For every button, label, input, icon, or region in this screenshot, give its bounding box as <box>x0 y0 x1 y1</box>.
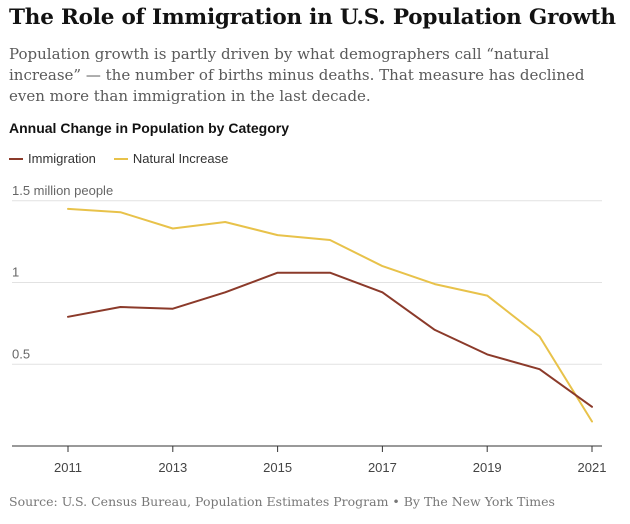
legend-swatch-immigration <box>9 157 23 160</box>
source-note: Source: U.S. Census Bureau, Population E… <box>9 494 555 509</box>
chart-title-heading: The Role of Immigration in U.S. Populati… <box>9 5 616 30</box>
legend-item-natural-increase: Natural Increase <box>113 151 229 166</box>
legend-label-immigration: Immigration <box>28 151 96 166</box>
legend-item-immigration: Immigration <box>9 151 96 166</box>
chart-subtitle: Population growth is partly driven by wh… <box>9 45 585 105</box>
y-tick-label-1: 1 <box>12 265 19 280</box>
x-tick-label-2019: 2019 <box>473 460 502 475</box>
y-tick-label-0-5: 0.5 <box>12 346 30 361</box>
x-tick-label-2021: 2021 <box>578 460 607 475</box>
x-tick-label-2011: 2011 <box>54 460 82 475</box>
legend-swatch-natural-increase <box>113 157 128 160</box>
x-tick-label-2013: 2013 <box>158 460 187 475</box>
y-tick-label-1-5: 1.5 million people <box>12 183 113 198</box>
series-line-natural-increase <box>67 207 593 423</box>
legend-label-natural-increase: Natural Increase <box>132 151 229 166</box>
legend: Immigration Natural Increase <box>9 151 228 166</box>
x-tick-label-2015: 2015 <box>263 460 292 475</box>
series-line-immigration <box>67 271 593 408</box>
x-tick-label-2017: 2017 <box>368 460 397 475</box>
plot-title: Annual Change in Population by Category <box>9 120 290 136</box>
